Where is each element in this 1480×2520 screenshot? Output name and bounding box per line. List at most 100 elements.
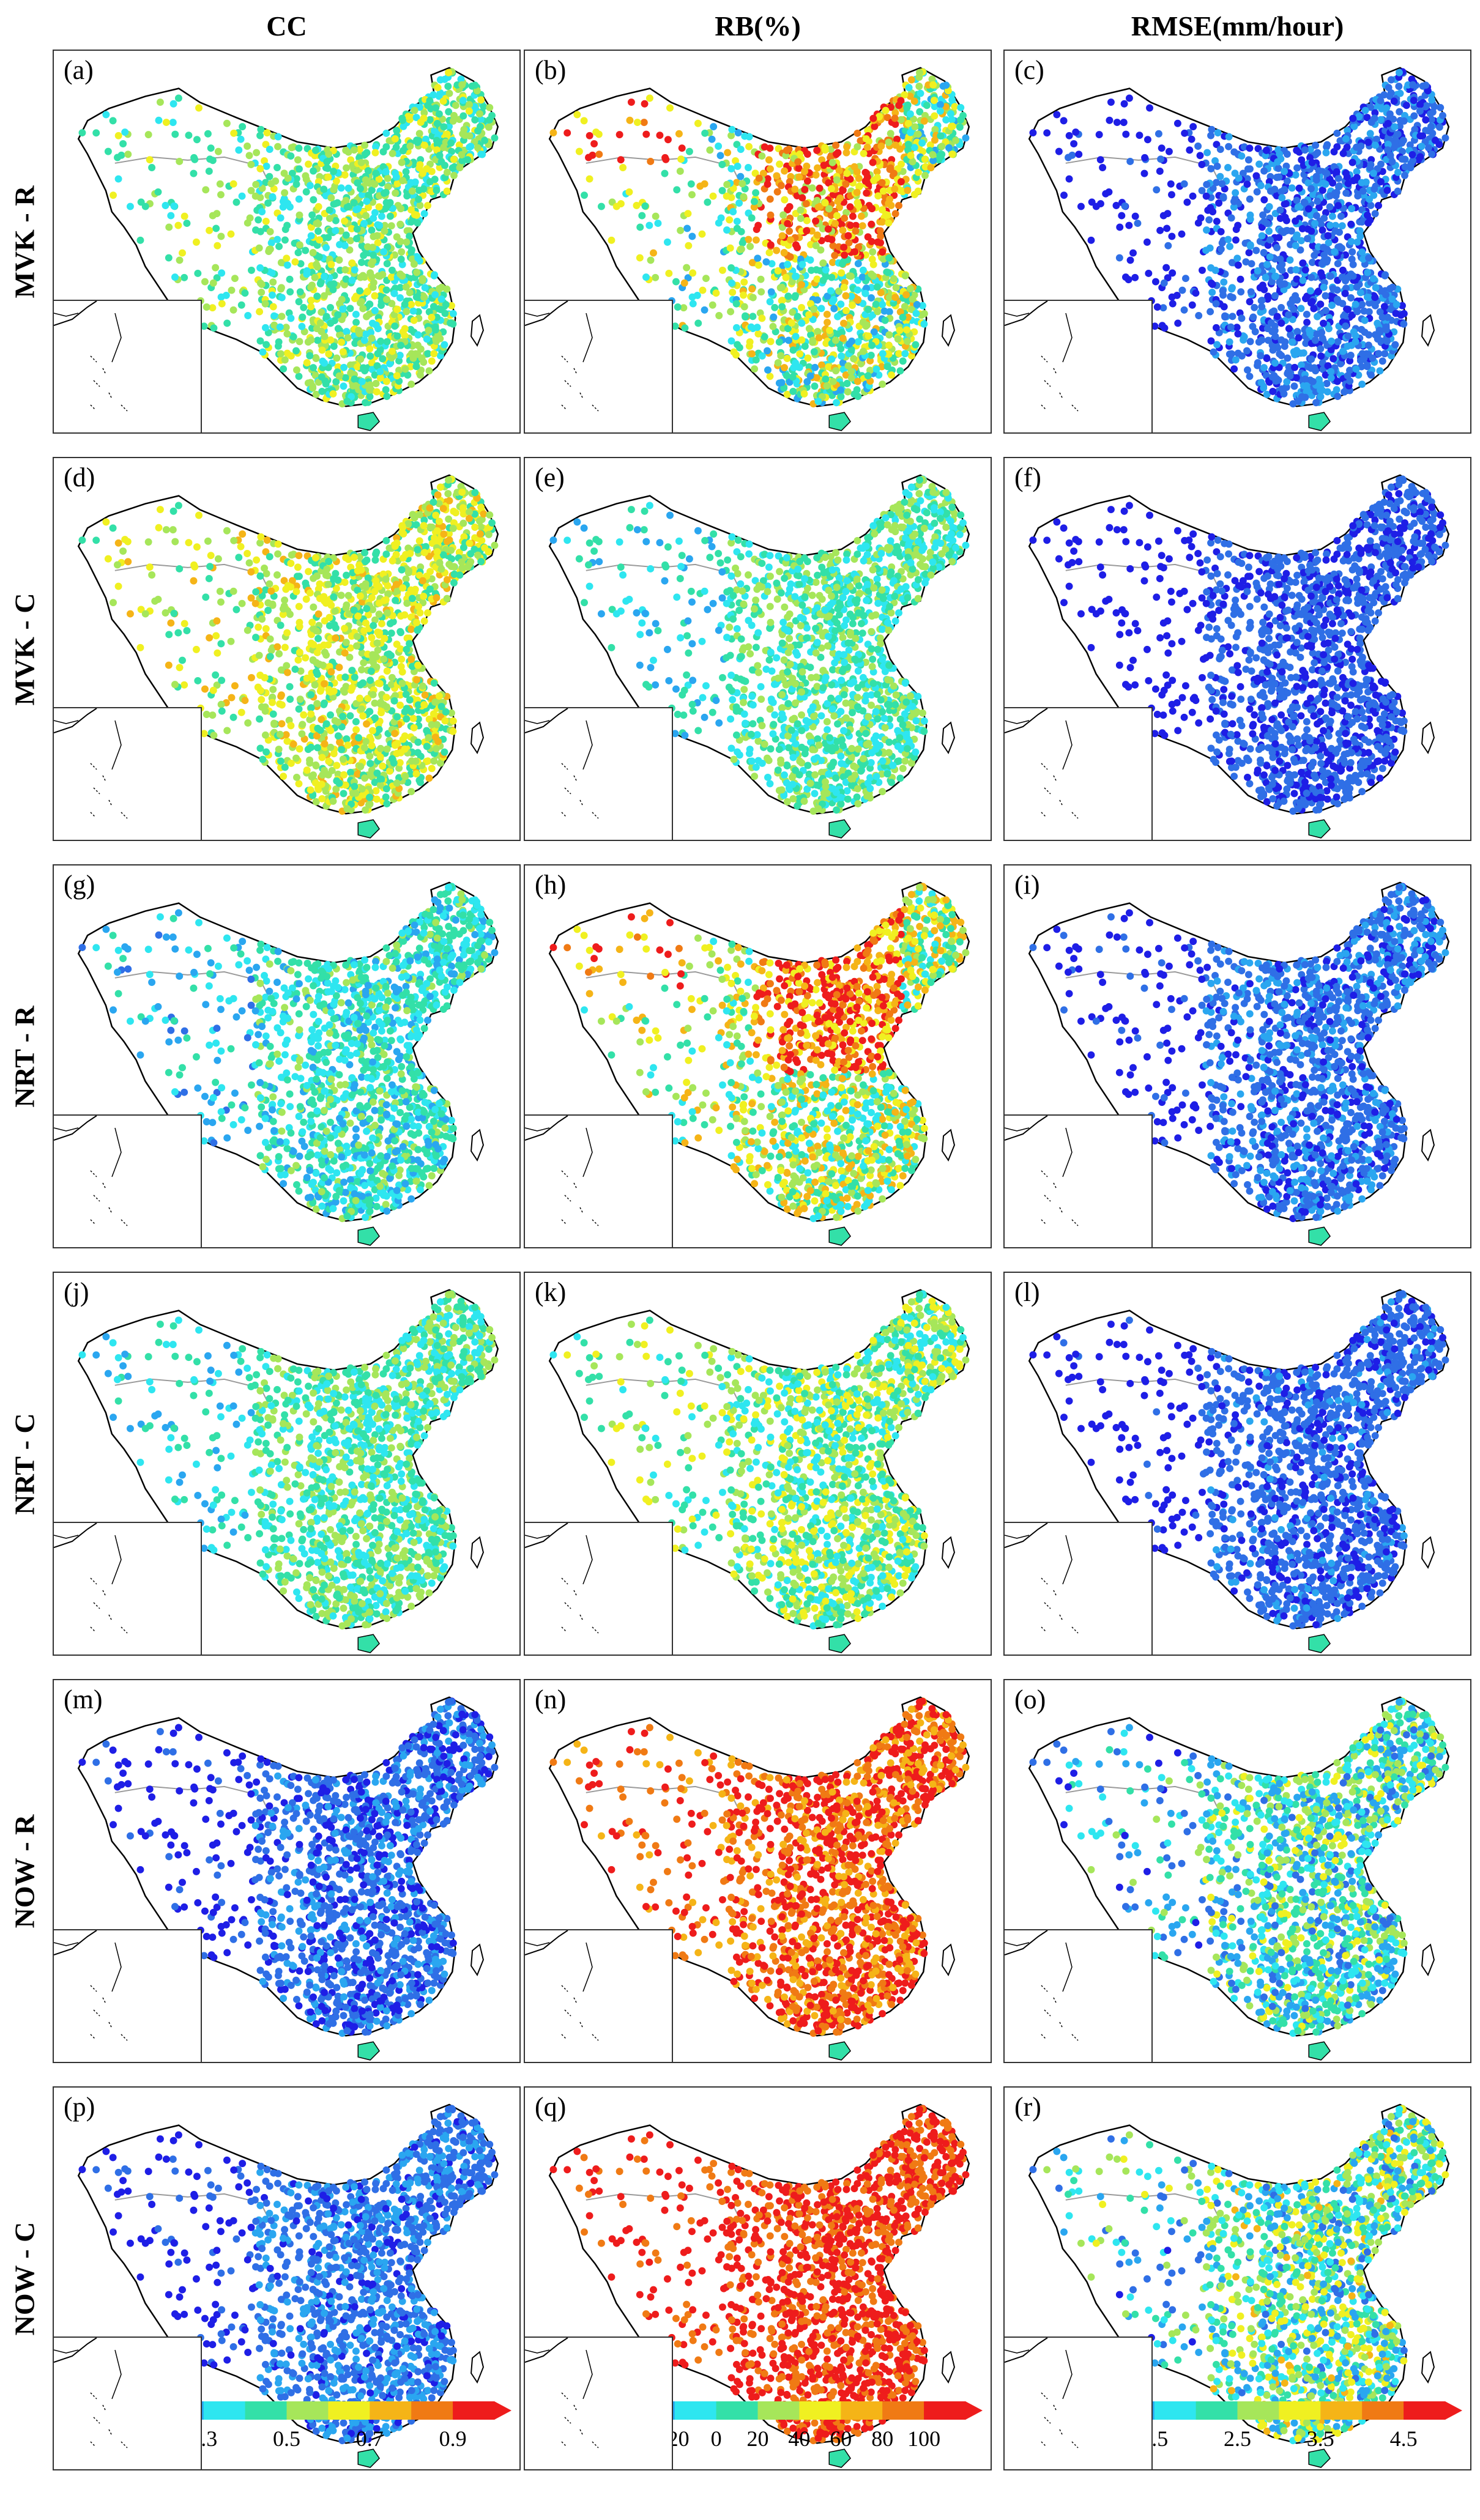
station-dot <box>414 294 422 302</box>
station-dot <box>445 69 452 76</box>
station-dot <box>1194 219 1202 227</box>
station-dot <box>1168 191 1175 199</box>
station-dot <box>1156 226 1164 234</box>
station-dot <box>1163 224 1171 232</box>
station-dot <box>1371 294 1379 302</box>
station-dot <box>1295 184 1303 192</box>
station-dot <box>1375 202 1382 210</box>
station-dot <box>859 266 867 274</box>
station-dot <box>360 220 368 228</box>
station-dot <box>608 236 615 244</box>
station-dot <box>1251 303 1259 311</box>
station-dot <box>165 254 173 262</box>
station-dot <box>1381 350 1389 358</box>
station-dot <box>813 231 821 239</box>
station-dot <box>829 259 836 266</box>
station-points <box>549 68 970 408</box>
station-dot <box>784 325 792 333</box>
station-dot <box>1092 202 1100 210</box>
station-dot <box>645 94 653 102</box>
station-dot <box>918 139 926 147</box>
hainan-island <box>1308 412 1331 431</box>
station-dot <box>371 209 379 217</box>
station-dot <box>1262 273 1270 281</box>
station-dot <box>295 372 303 380</box>
station-dot <box>1169 300 1177 308</box>
station-dot <box>343 328 351 336</box>
station-dot <box>817 246 825 254</box>
station-dot <box>292 582 300 590</box>
station-dot <box>232 198 240 206</box>
station-dot <box>1347 351 1355 359</box>
station-dot <box>109 117 117 125</box>
station-dot <box>206 226 214 234</box>
station-dot <box>348 259 356 267</box>
station-dot <box>1427 110 1434 118</box>
station-dot <box>1398 139 1406 147</box>
station-dot <box>366 269 374 277</box>
station-dot <box>1277 319 1285 327</box>
inset-coast <box>525 301 568 326</box>
station-dot <box>1249 313 1257 321</box>
station-dot <box>780 249 788 256</box>
station-dot <box>364 287 372 295</box>
station-dot <box>1365 331 1373 339</box>
station-dot <box>1361 106 1369 114</box>
station-dot <box>1287 331 1295 339</box>
station-dot <box>341 217 349 225</box>
station-dot <box>384 183 392 191</box>
station-dot <box>776 160 784 168</box>
station-dot <box>857 212 865 220</box>
station-dot <box>314 203 322 210</box>
station-dot <box>879 187 887 195</box>
station-dot <box>1173 119 1181 127</box>
station-dot <box>464 156 472 164</box>
station-dot <box>910 144 918 152</box>
station-dot <box>803 217 811 224</box>
station-dot <box>909 295 917 303</box>
station-dot <box>916 108 924 116</box>
station-dot <box>1125 221 1133 229</box>
station-dot <box>1230 198 1238 206</box>
station-dot <box>1324 232 1332 240</box>
station-dot <box>256 308 264 316</box>
station-dot <box>647 256 655 264</box>
station-dot <box>1234 330 1242 338</box>
station-dot <box>1258 232 1266 240</box>
inset-coast <box>1005 313 1030 317</box>
station-dot <box>853 168 861 176</box>
station-dot <box>783 390 791 398</box>
station-dot <box>307 379 314 387</box>
station-dot <box>1258 297 1266 305</box>
station-dot <box>1371 210 1379 218</box>
station-dot <box>324 173 332 181</box>
station-dot <box>778 283 786 291</box>
station-dot <box>869 248 877 256</box>
station-dot <box>1353 168 1361 176</box>
station-dot <box>837 345 845 353</box>
station-dot <box>412 363 420 371</box>
station-dot <box>414 341 422 349</box>
station-dot <box>712 289 720 297</box>
station-dot <box>642 273 650 281</box>
station-dot <box>704 198 712 206</box>
station-dot <box>383 393 391 401</box>
station-dot <box>854 393 862 401</box>
inset-map <box>54 301 128 412</box>
station-dot <box>801 343 809 350</box>
station-dot <box>948 150 956 158</box>
station-dot <box>207 144 215 152</box>
china-map <box>77 67 499 431</box>
station-dot <box>920 320 928 328</box>
station-dot <box>914 187 922 195</box>
station-dot <box>323 158 331 166</box>
station-dot <box>727 165 735 172</box>
station-dot <box>331 200 339 208</box>
station-dot <box>1381 272 1389 280</box>
station-dot <box>466 132 474 140</box>
station-dot <box>204 537 212 545</box>
station-dot <box>1382 291 1390 298</box>
station-dot <box>753 324 761 332</box>
station-dot <box>1416 107 1424 115</box>
station-dot <box>1418 143 1426 150</box>
